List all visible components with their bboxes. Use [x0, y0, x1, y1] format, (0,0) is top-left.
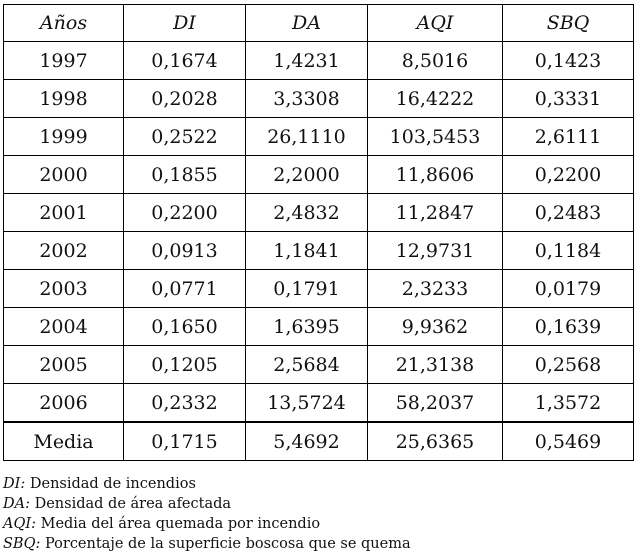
header-years: Años	[3, 4, 124, 42]
cell-da: 1,4231	[245, 41, 368, 80]
cell-aqi: 11,2847	[367, 193, 503, 232]
cell-year: 2004	[3, 307, 124, 346]
table-row: 2004 0,1650 1,6395 9,9362 0,1639	[3, 307, 634, 346]
header-di: DI	[123, 4, 246, 42]
cell-da: 1,1841	[245, 231, 368, 270]
cell-di: 0,1205	[123, 345, 246, 384]
table-row: 1999 0,2522 26,1110 103,5453 2,6111	[3, 117, 634, 156]
table-row: 1998 0,2028 3,3308 16,4222 0,3331	[3, 79, 634, 118]
fire-statistics-table: Años DI DA AQI SBQ 1997 0,1674 1,4231 8,501…	[3, 4, 634, 461]
cell-sbq: 0,3331	[502, 79, 634, 118]
cell-di: 0,0771	[123, 269, 246, 308]
cell-year: 1998	[3, 79, 124, 118]
cell-di: 0,0913	[123, 231, 246, 270]
cell-da: 26,1110	[245, 117, 368, 156]
table-header-row: Años DI DA AQI SBQ	[3, 4, 634, 42]
note-definition: Porcentaje de la superficie boscosa que …	[40, 536, 411, 552]
summary-row: Media 0,1715 5,4692 25,6365 0,5469	[3, 421, 634, 461]
note-definition: Densidad de área afectada	[29, 496, 232, 512]
header-sbq: SBQ	[502, 4, 634, 42]
summary-cell-di: 0,1715	[123, 421, 246, 461]
cell-sbq: 0,2568	[502, 345, 634, 384]
cell-di: 0,2200	[123, 193, 246, 232]
cell-sbq: 0,1639	[502, 307, 634, 346]
cell-sbq: 0,1184	[502, 231, 634, 270]
summary-cell-da: 5,4692	[245, 421, 368, 461]
cell-aqi: 12,9731	[367, 231, 503, 270]
cell-aqi: 16,4222	[367, 79, 503, 118]
cell-di: 0,2522	[123, 117, 246, 156]
note-abbreviation: SBQ:	[3, 536, 41, 552]
table-row: 2000 0,1855 2,2000 11,8606 0,2200	[3, 155, 634, 194]
cell-aqi: 21,3138	[367, 345, 503, 384]
table-row: 2006 0,2332 13,5724 58,2037 1,3572	[3, 383, 634, 423]
note-abbreviation: AQI:	[3, 516, 36, 532]
cell-aqi: 9,9362	[367, 307, 503, 346]
cell-year: 2005	[3, 345, 124, 384]
cell-da: 2,2000	[245, 155, 368, 194]
note-definition: Densidad de incendios	[25, 476, 196, 492]
cell-year: 2001	[3, 193, 124, 232]
note-line: SBQ: Porcentaje de la superficie boscosa…	[3, 534, 633, 554]
note-definition: Media del área quemada por incendio	[35, 516, 321, 532]
cell-da: 13,5724	[245, 383, 368, 423]
cell-year: 2002	[3, 231, 124, 270]
table-row: 2003 0,0771 0,1791 2,3233 0,0179	[3, 269, 634, 308]
cell-year: 2003	[3, 269, 124, 308]
cell-aqi: 58,2037	[367, 383, 503, 423]
cell-sbq: 0,2483	[502, 193, 634, 232]
table-row: 1997 0,1674 1,4231 8,5016 0,1423	[3, 41, 634, 80]
cell-year: 2000	[3, 155, 124, 194]
note-line: DI: Densidad de incendios	[3, 474, 633, 494]
cell-da: 3,3308	[245, 79, 368, 118]
cell-year: 1999	[3, 117, 124, 156]
cell-aqi: 103,5453	[367, 117, 503, 156]
cell-da: 2,5684	[245, 345, 368, 384]
cell-sbq: 0,1423	[502, 41, 634, 80]
header-aqi: AQI	[367, 4, 503, 42]
cell-aqi: 11,8606	[367, 155, 503, 194]
note-abbreviation: DA:	[3, 496, 30, 512]
cell-di: 0,1650	[123, 307, 246, 346]
header-da: DA	[245, 4, 368, 42]
cell-di: 0,2028	[123, 79, 246, 118]
cell-da: 2,4832	[245, 193, 368, 232]
cell-aqi: 2,3233	[367, 269, 503, 308]
table-row: 2002 0,0913 1,1841 12,9731 0,1184	[3, 231, 634, 270]
cell-da: 1,6395	[245, 307, 368, 346]
cell-da: 0,1791	[245, 269, 368, 308]
cell-year: 2006	[3, 383, 124, 423]
note-line: AQI: Media del área quemada por incendio	[3, 514, 633, 534]
abbreviation-notes: DI: Densidad de incendios DA: Densidad de…	[3, 474, 633, 554]
cell-di: 0,1674	[123, 41, 246, 80]
summary-cell-aqi: 25,6365	[367, 421, 503, 461]
summary-cell-sbq: 0,5469	[502, 421, 634, 461]
cell-year: 1997	[3, 41, 124, 80]
cell-aqi: 8,5016	[367, 41, 503, 80]
note-line: DA: Densidad de área afectada	[3, 494, 633, 514]
note-abbreviation: DI:	[3, 476, 26, 492]
table-row: 2001 0,2200 2,4832 11,2847 0,2483	[3, 193, 634, 232]
summary-cell-year: Media	[3, 421, 124, 461]
table-body: 1997 0,1674 1,4231 8,5016 0,1423 1998 0,2028 3,…	[3, 41, 634, 461]
cell-di: 0,2332	[123, 383, 246, 423]
table-row: 2005 0,1205 2,5684 21,3138 0,2568	[3, 345, 634, 384]
cell-di: 0,1855	[123, 155, 246, 194]
cell-sbq: 0,2200	[502, 155, 634, 194]
cell-sbq: 1,3572	[502, 383, 634, 423]
cell-sbq: 2,6111	[502, 117, 634, 156]
cell-sbq: 0,0179	[502, 269, 634, 308]
